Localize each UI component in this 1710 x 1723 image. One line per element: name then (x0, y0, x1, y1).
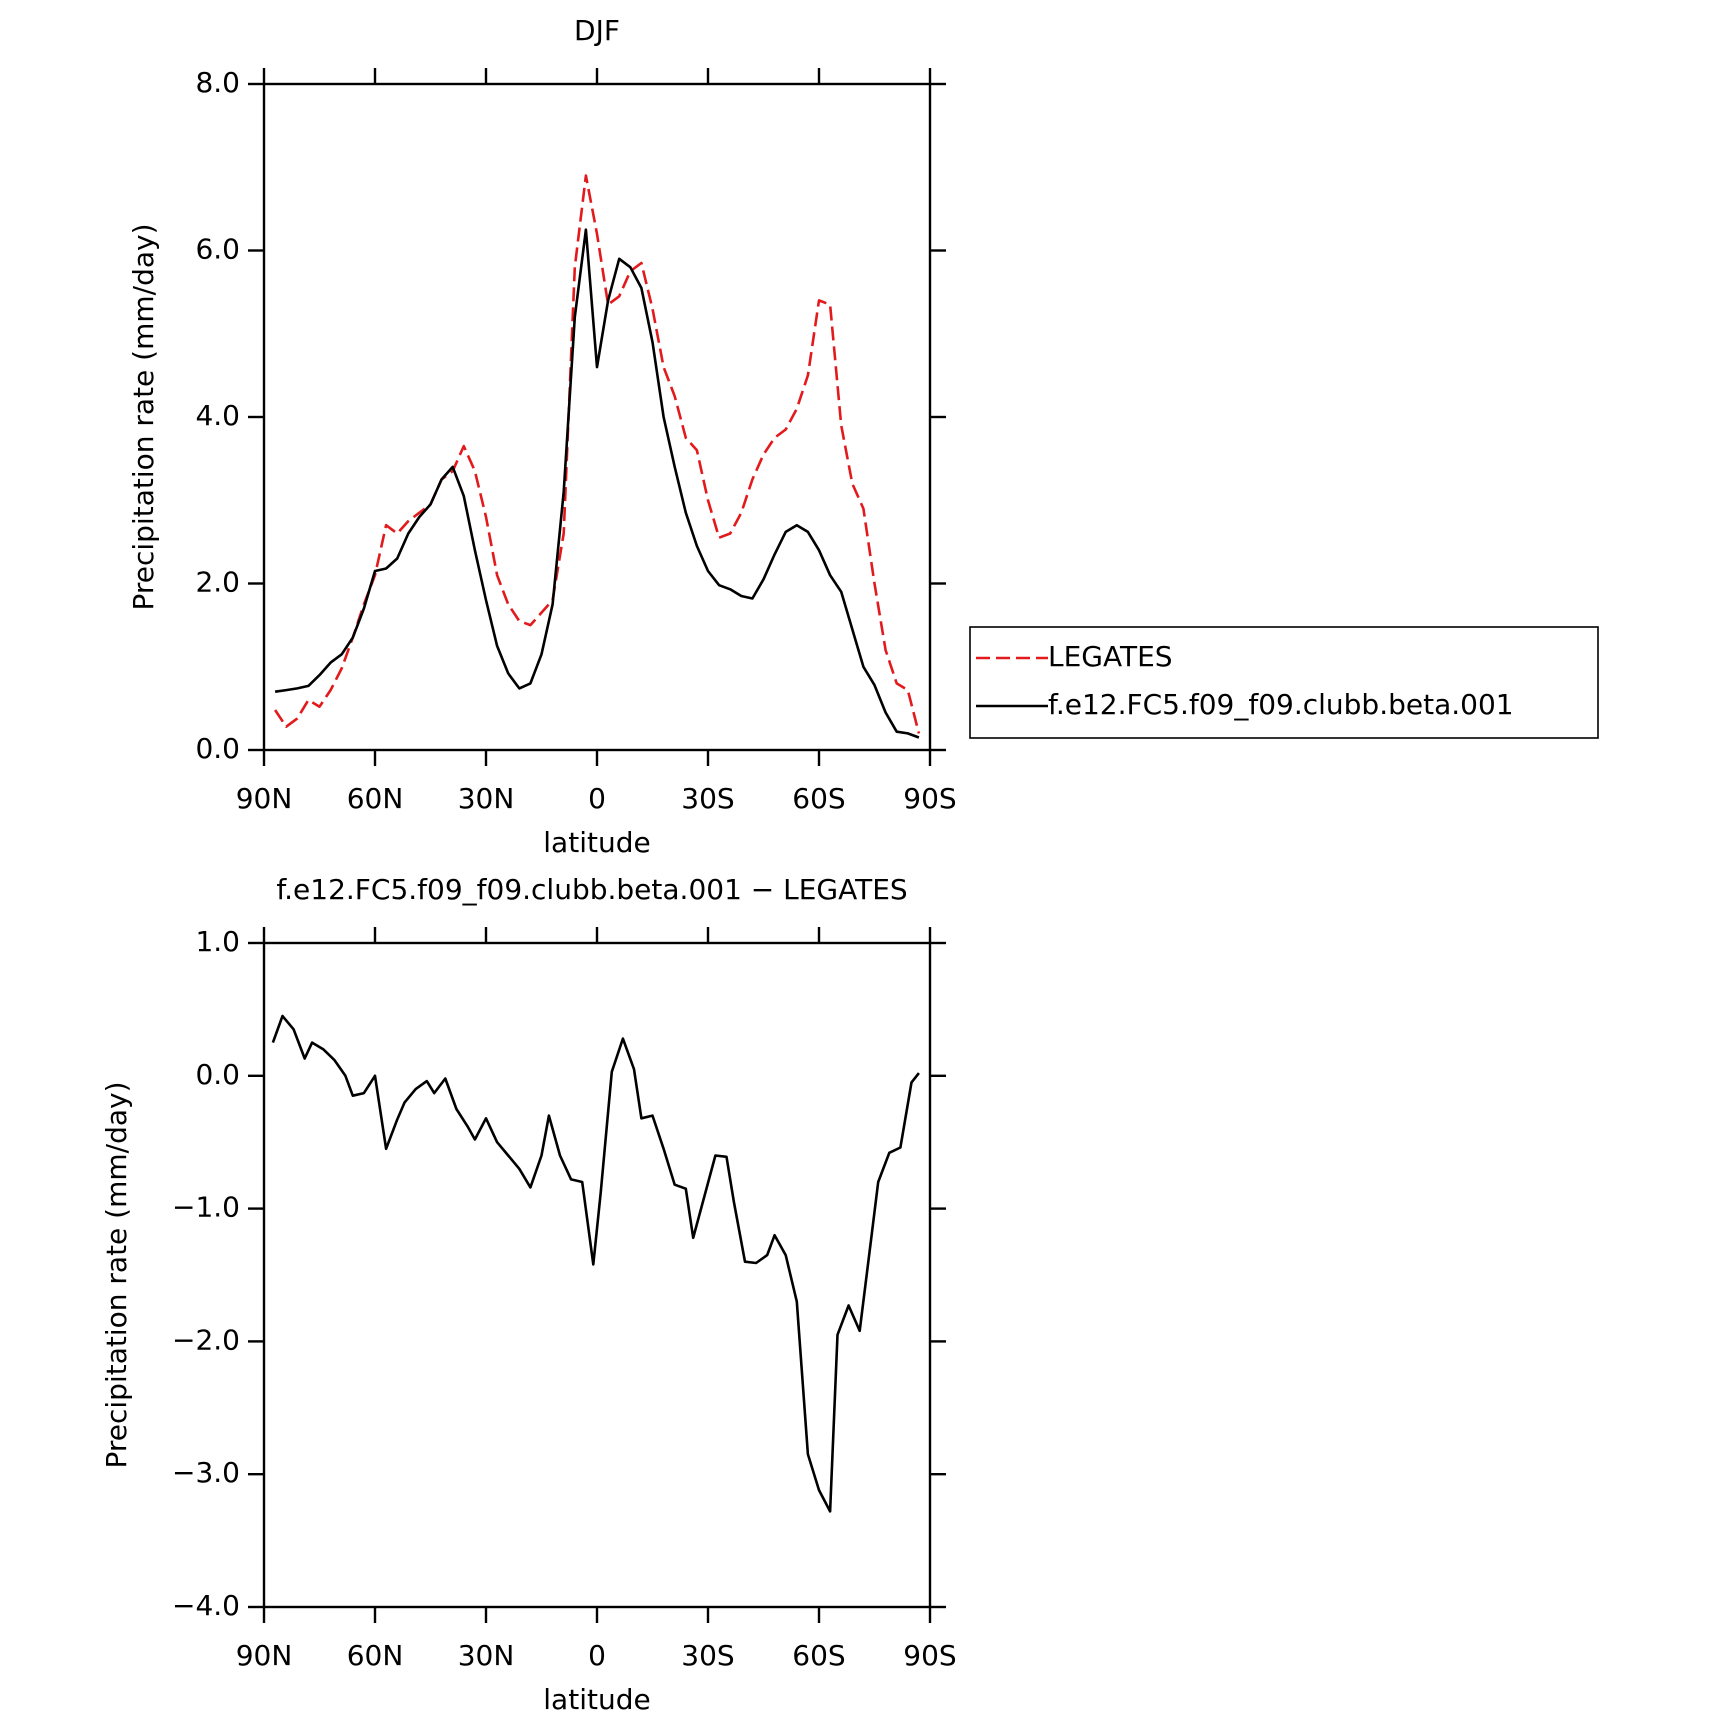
data-line (271, 1014, 920, 1513)
x-tick-label: 90N (236, 782, 293, 815)
y-tick-label: −4.0 (172, 1589, 240, 1622)
x-tick-label: 30N (458, 782, 515, 815)
x-tick-label: 60S (792, 782, 845, 815)
y-tick-label: 1.0 (195, 925, 240, 958)
data-line (274, 174, 921, 734)
y-tick-label: 8.0 (195, 66, 240, 99)
y-axis-label: Precipitation rate (mm/day) (127, 223, 160, 610)
y-tick-label: 0.0 (195, 1058, 240, 1091)
x-axis-label: latitude (543, 826, 650, 859)
x-tick-label: 60S (792, 1639, 845, 1672)
x-tick-label: 30S (681, 782, 734, 815)
chart-title: DJF (574, 14, 620, 47)
plot-frame (262, 82, 932, 752)
x-tick-label: 90S (903, 782, 956, 815)
y-tick-label: 6.0 (195, 233, 240, 266)
y-tick-label: 2.0 (195, 566, 240, 599)
data-line (274, 228, 920, 739)
x-tick-label: 30S (681, 1639, 734, 1672)
x-tick-label: 90S (903, 1639, 956, 1672)
y-tick-label: −3.0 (172, 1456, 240, 1489)
y-tick-label: 4.0 (195, 399, 240, 432)
legend-label: LEGATES (1048, 640, 1173, 673)
x-tick-label: 90N (236, 1639, 293, 1672)
x-axis-label: latitude (543, 1683, 650, 1716)
x-tick-label: 0 (588, 782, 606, 815)
y-tick-label: −2.0 (172, 1323, 240, 1356)
x-tick-label: 30N (458, 1639, 515, 1672)
y-tick-label: −1.0 (172, 1191, 240, 1224)
x-tick-label: 60N (347, 782, 404, 815)
x-tick-label: 60N (347, 1639, 404, 1672)
legend-label: f.e12.FC5.f09_f09.clubb.beta.001 (1048, 688, 1514, 721)
legend-box (969, 626, 1599, 739)
y-axis-label: Precipitation rate (mm/day) (100, 1081, 133, 1468)
x-tick-label: 0 (588, 1639, 606, 1672)
y-tick-label: 0.0 (195, 732, 240, 765)
chart-title: f.e12.FC5.f09_f09.clubb.beta.001 − LEGAT… (276, 873, 907, 906)
